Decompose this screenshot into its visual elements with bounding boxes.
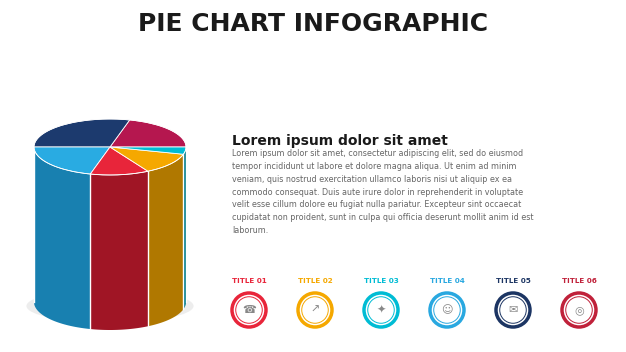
Ellipse shape	[26, 289, 193, 323]
Polygon shape	[110, 147, 186, 154]
Polygon shape	[34, 147, 110, 174]
Text: TITLE 03: TITLE 03	[364, 278, 398, 284]
Circle shape	[232, 293, 266, 327]
Text: ✦: ✦	[376, 305, 386, 315]
Text: ◎: ◎	[574, 305, 584, 315]
Circle shape	[562, 293, 596, 327]
Text: TITLE 01: TITLE 01	[232, 278, 267, 284]
Polygon shape	[183, 147, 186, 309]
Text: ☎: ☎	[242, 305, 256, 315]
Text: PIE CHART INFOGRAPHIC: PIE CHART INFOGRAPHIC	[138, 12, 488, 36]
Text: ☺: ☺	[441, 305, 453, 315]
Text: ↗: ↗	[310, 305, 320, 315]
Polygon shape	[110, 120, 186, 147]
Circle shape	[298, 293, 332, 327]
Text: TITLE 02: TITLE 02	[297, 278, 332, 284]
Text: TITLE 04: TITLE 04	[429, 278, 464, 284]
Text: TITLE 05: TITLE 05	[496, 278, 530, 284]
Polygon shape	[148, 154, 183, 326]
Circle shape	[364, 293, 398, 327]
Polygon shape	[110, 147, 183, 171]
Circle shape	[496, 293, 530, 327]
Text: Lorem ipsum dolor sit amet, consectetur adipiscing elit, sed do eiusmod
tempor i: Lorem ipsum dolor sit amet, consectetur …	[232, 149, 533, 235]
Text: TITLE 06: TITLE 06	[562, 278, 597, 284]
Polygon shape	[90, 171, 148, 330]
Polygon shape	[34, 119, 130, 147]
Polygon shape	[90, 147, 148, 175]
Text: ✉: ✉	[508, 305, 518, 315]
Circle shape	[430, 293, 464, 327]
Text: Lorem ipsum dolor sit amet: Lorem ipsum dolor sit amet	[232, 134, 448, 148]
Polygon shape	[34, 147, 90, 329]
